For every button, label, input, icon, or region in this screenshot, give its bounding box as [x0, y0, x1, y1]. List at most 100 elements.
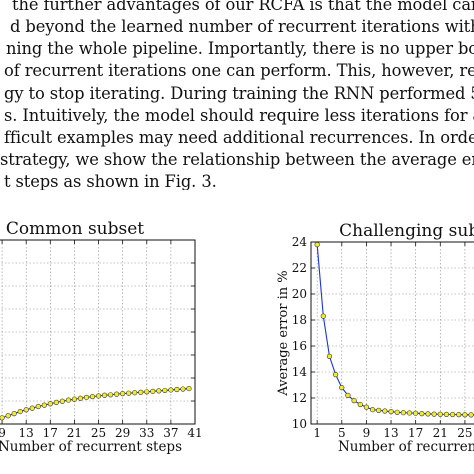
- x-tick-label: 21: [67, 426, 82, 440]
- data-point: [89, 394, 96, 400]
- x-tick-label: 29: [115, 426, 130, 440]
- data-point: [449, 411, 456, 418]
- data-point: [333, 372, 339, 378]
- data-point: [314, 242, 320, 248]
- data-point: [83, 394, 90, 400]
- data-point: [394, 409, 400, 415]
- y-tick-label: 10: [292, 417, 307, 431]
- data-point: [0, 415, 5, 421]
- data-point: [17, 408, 23, 415]
- chart-title: Challenging subset: [339, 221, 474, 241]
- data-point: [320, 313, 326, 319]
- x-tick-label: 33: [139, 426, 154, 440]
- paragraph-line: of recurrent iterations one can perform.…: [4, 61, 474, 80]
- y-tick-label: 18: [292, 313, 307, 327]
- data-point: [77, 395, 84, 401]
- data-point: [150, 388, 156, 394]
- paragraph-line: fficult examples may need additional rec…: [4, 128, 474, 147]
- data-point: [363, 404, 370, 410]
- y-tick-label: 22: [292, 261, 307, 275]
- data-point: [443, 411, 450, 417]
- chart-title: Common subset: [6, 219, 144, 239]
- data-point: [413, 410, 419, 416]
- data-point: [339, 385, 345, 391]
- data-point: [53, 399, 59, 405]
- data-point: [156, 388, 162, 394]
- data-point: [132, 390, 138, 396]
- data-point: [138, 389, 144, 395]
- x-tick-label: 25: [457, 426, 472, 440]
- data-point: [174, 386, 180, 393]
- y-tick-label: 12: [292, 391, 307, 405]
- data-point: [71, 396, 78, 402]
- paragraph-line: the further advantages of our RCFA is th…: [12, 0, 474, 14]
- data-point: [351, 398, 357, 404]
- x-tick-label: 21: [433, 426, 448, 440]
- data-point: [369, 407, 376, 413]
- x-axis-label: Number of recurrent steps: [338, 439, 474, 455]
- data-point: [126, 390, 132, 396]
- x-axis-label: Number of recurrent steps: [0, 439, 182, 455]
- data-point: [388, 409, 394, 415]
- paragraph-line: d beyond the learned number of recurrent…: [10, 17, 474, 36]
- x-tick-label: 9: [0, 426, 6, 440]
- x-tick-label: 37: [163, 426, 178, 440]
- y-axis-label: Average error in %: [276, 270, 291, 396]
- data-point: [35, 403, 41, 410]
- data-point: [168, 387, 174, 393]
- data-point: [400, 410, 406, 416]
- y-tick-label: 14: [292, 365, 308, 379]
- data-point: [456, 412, 462, 418]
- data-point: [120, 391, 126, 397]
- data-point: [162, 387, 168, 394]
- data-point: [376, 407, 382, 413]
- data-point: [357, 401, 363, 408]
- paragraph-line: strategy, we show the relationship betwe…: [0, 150, 474, 169]
- data-point: [101, 392, 108, 398]
- data-point: [114, 391, 120, 397]
- paragraph-line: s. Intuitively, the model should require…: [4, 106, 474, 125]
- paragraph-line: t steps as shown in Fig. 3.: [4, 172, 217, 190]
- x-tick-label: 13: [383, 426, 398, 440]
- data-point: [186, 385, 192, 392]
- common-subset-chart: Common subset 9 13 17 21 25 29 33 37 41 Number of …: [0, 219, 203, 455]
- challenging-subset-chart: Challenging subset1591317212529101214161…: [276, 221, 474, 455]
- data-point: [406, 410, 413, 416]
- x-tick-label: 17: [43, 426, 58, 440]
- series-line: [0, 388, 190, 420]
- data-point: [425, 411, 431, 417]
- data-point: [382, 408, 388, 414]
- x-tick-label: 1: [313, 426, 321, 440]
- x-tick-label: 17: [408, 426, 423, 440]
- x-tick-label: 25: [91, 426, 106, 440]
- data-point: [41, 402, 47, 408]
- data-point: [431, 411, 437, 417]
- data-point: [345, 392, 351, 399]
- data-point: [29, 405, 35, 411]
- x-tick-label: 9: [363, 426, 371, 440]
- data-point: [468, 412, 474, 418]
- x-tick-label: 5: [338, 426, 346, 440]
- data-point: [180, 386, 186, 392]
- y-tick-label: 24: [292, 235, 308, 249]
- data-point: [95, 393, 102, 399]
- plot-frame: [310, 241, 474, 425]
- data-point: [59, 398, 65, 404]
- data-point: [47, 401, 53, 407]
- data-point: [437, 411, 443, 417]
- paragraph-line: gy to stop iterating. During training th…: [4, 84, 474, 103]
- paper-paragraph: the further advantages of our RCFA is th…: [0, 0, 474, 190]
- data-point: [326, 353, 333, 360]
- data-point: [462, 412, 468, 418]
- data-point: [107, 392, 114, 398]
- data-point: [23, 407, 29, 413]
- data-point: [144, 389, 150, 395]
- x-tick-label: 41: [187, 426, 202, 440]
- data-point: [65, 397, 71, 403]
- data-point: [419, 411, 425, 417]
- y-tick-label: 20: [292, 287, 307, 301]
- data-point: [5, 413, 11, 419]
- data-point: [11, 411, 17, 417]
- x-tick-label: 13: [19, 426, 34, 440]
